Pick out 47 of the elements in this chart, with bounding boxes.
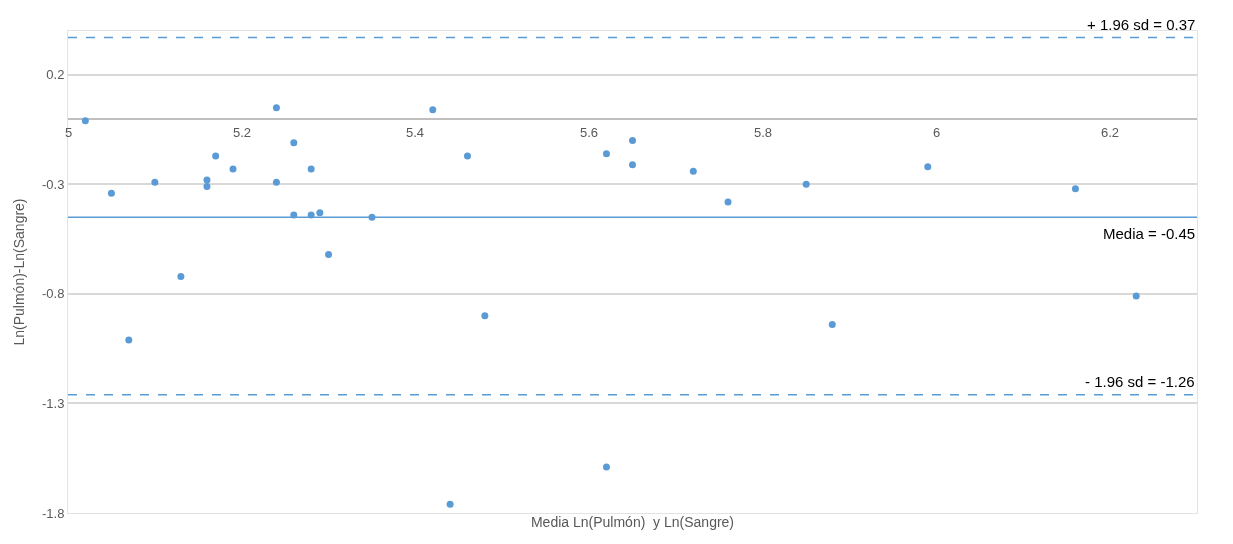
y-tick-label: 0.2 xyxy=(46,67,65,83)
x-axis-title: Media Ln(Pulmón) y Ln(Sangre) xyxy=(530,514,735,531)
ref-line-label: Media = -0.45 xyxy=(1103,225,1196,242)
point xyxy=(229,165,237,173)
point xyxy=(1132,292,1140,300)
y-tick-label: -1.3 xyxy=(41,396,65,411)
point xyxy=(629,161,636,169)
x-tick-label: 5.4 xyxy=(406,125,425,140)
point xyxy=(446,500,454,508)
point xyxy=(272,178,280,186)
point xyxy=(203,183,211,191)
point xyxy=(316,209,324,217)
point xyxy=(290,139,298,147)
y-tick-label: -0.3 xyxy=(41,176,65,192)
point xyxy=(463,152,471,160)
y-axis-title: Ln(Pulmón)-Ln(Sangre) xyxy=(10,198,27,346)
y-tick-label: -1.8 xyxy=(41,505,65,521)
point xyxy=(924,163,932,171)
point xyxy=(325,250,333,258)
point xyxy=(107,189,115,197)
y-tick-label: -0.8 xyxy=(41,286,65,302)
point xyxy=(81,117,89,125)
point xyxy=(272,104,280,112)
point xyxy=(177,272,185,280)
point xyxy=(828,321,836,329)
x-tick-label: 6 xyxy=(933,125,941,140)
point xyxy=(307,165,315,173)
point xyxy=(203,176,211,184)
point xyxy=(212,152,220,160)
ref-line-label: - 1.96 sd = -1.26 xyxy=(1085,373,1195,390)
x-tick-label: 6.2 xyxy=(1101,125,1120,140)
x-tick-label: 5 xyxy=(65,125,73,140)
point xyxy=(151,178,159,186)
ref-line-label: + 1.96 sd = 0.37 xyxy=(1087,16,1196,33)
point xyxy=(724,198,732,206)
x-tick-label: 5.2 xyxy=(233,125,252,140)
point xyxy=(1071,185,1079,193)
point xyxy=(629,137,636,145)
point xyxy=(125,336,133,344)
point xyxy=(429,106,437,114)
x-tick-label: 5.6 xyxy=(580,125,599,140)
point xyxy=(481,312,489,320)
x-tick-label: 5.8 xyxy=(754,125,773,140)
point xyxy=(802,180,810,188)
point xyxy=(689,167,697,175)
point xyxy=(602,463,610,471)
point xyxy=(602,150,610,158)
